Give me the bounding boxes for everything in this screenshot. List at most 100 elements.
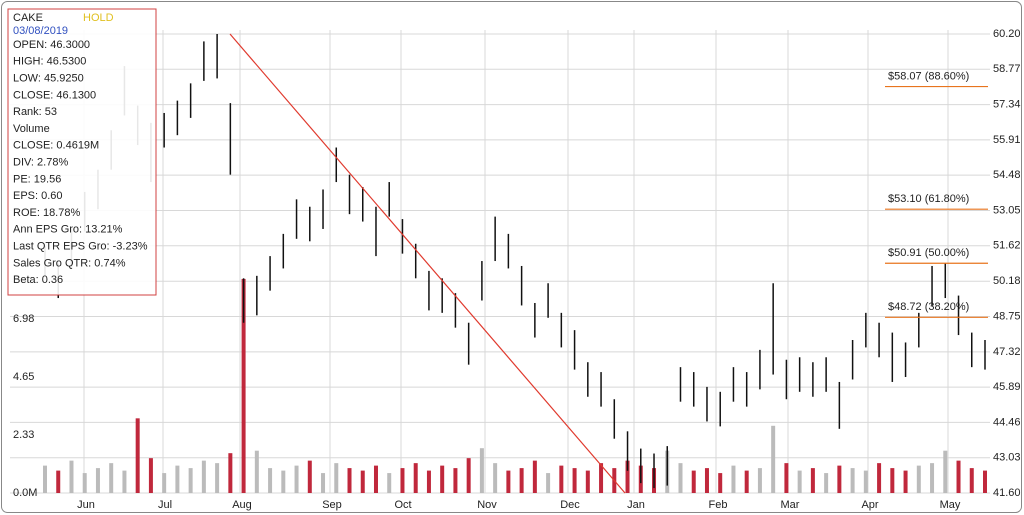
x-tick-label: Sep (322, 499, 342, 511)
y-tick-label: 58.77 (993, 63, 1021, 75)
x-tick-label: Mar (781, 499, 800, 511)
volume-bar (162, 473, 167, 493)
volume-bar (466, 458, 471, 493)
volume-bar (877, 463, 882, 493)
info-line: LOW: 45.9250 (13, 73, 84, 85)
volume-bar (294, 465, 299, 493)
fib-label: $58.07 (88.60%) (888, 70, 969, 82)
volume-bar (228, 453, 233, 493)
volume-bar (718, 473, 723, 493)
volume-bar (943, 450, 948, 493)
y-tick-label: 60.20 (993, 28, 1021, 40)
info-line: Ann EPS Gro: 13.21% (13, 224, 123, 236)
volume-bar (413, 463, 418, 493)
info-line: PE: 19.56 (13, 173, 61, 185)
rating: HOLD (83, 12, 114, 24)
y-tick-label: 53.05 (993, 204, 1021, 216)
volume-tick-label: 0.0M (13, 487, 37, 499)
x-tick-label: Dec (560, 499, 580, 511)
info-box: CAKE HOLD 03/08/2019 OPEN: 46.3000 HIGH: … (7, 8, 157, 296)
volume-bar (188, 468, 193, 493)
volume-bar (572, 468, 577, 493)
volume-bar (56, 470, 61, 493)
volume-bar (824, 473, 829, 493)
volume-bar (731, 465, 736, 493)
volume-bar (347, 468, 352, 493)
date: 03/08/2019 (13, 25, 68, 37)
volume-bar (930, 463, 935, 493)
volume-bar (784, 463, 789, 493)
info-line: Sales Gro QTR: 0.74% (13, 257, 126, 269)
volume-bar (109, 463, 114, 493)
fib-label: $50.91 (50.00%) (888, 247, 969, 259)
volume-bar (360, 470, 365, 493)
volume-bar (241, 278, 246, 493)
x-tick-label: Jan (627, 499, 645, 511)
x-tick-label: Jul (158, 499, 172, 511)
overlays: $58.07 (88.60%) $53.10 (61.80%) $50.91 (50… (229, 33, 988, 494)
volume-bar (268, 468, 273, 493)
volume-bar (625, 460, 630, 493)
x-tick-label: Apr (861, 499, 878, 511)
volume-bar (559, 465, 564, 493)
volume-tick-label: 2.33 (13, 429, 34, 441)
volume-bar (373, 465, 378, 493)
info-line: CLOSE: 46.1300 (13, 89, 96, 101)
info-line: Rank: 53 (13, 106, 57, 118)
y-tick-label: 51.62 (993, 240, 1021, 252)
ticker: CAKE (13, 12, 43, 24)
volume-bar (599, 463, 604, 493)
volume-bar (69, 460, 74, 493)
y-tick-label: 41.60 (993, 487, 1021, 499)
volume-bar (956, 460, 961, 493)
info-line: DIV: 2.78% (13, 157, 68, 169)
volume-bar (254, 450, 259, 493)
volume-bar (426, 470, 431, 493)
x-tick-label: Aug (232, 499, 252, 511)
volume-bar (585, 470, 590, 493)
volume-bar (850, 468, 855, 493)
x-tick-label: Oct (394, 499, 411, 511)
volume-bar (215, 463, 220, 493)
volume-bar (757, 468, 762, 493)
y-tick-label: 55.91 (993, 134, 1021, 146)
y-tick-label: 50.18 (993, 275, 1021, 287)
volume-bar (691, 470, 696, 493)
x-tick-label: Nov (477, 499, 497, 511)
volume-bar (771, 425, 776, 493)
volume-bar (744, 470, 749, 493)
volume-bar (519, 468, 524, 493)
volume-bar (969, 468, 974, 493)
volume-bar (678, 463, 683, 493)
volume-bar (479, 448, 484, 493)
volume-bar (837, 465, 842, 493)
volume-bar (532, 460, 537, 493)
volume-bar (440, 465, 445, 493)
y-tick-label: 48.75 (993, 310, 1021, 322)
fib-label: $48.72 (38.20%) (888, 301, 969, 313)
volume-bar (546, 473, 551, 493)
volume-bar (797, 470, 802, 493)
volume-bar (307, 460, 312, 493)
info-line: Beta: 0.36 (13, 274, 63, 286)
volume-bar (890, 468, 895, 493)
volume-tick-label: 4.65 (13, 371, 34, 383)
info-line: HIGH: 46.5300 (13, 56, 86, 68)
x-tick-label: May (940, 499, 961, 511)
volume-bar (983, 470, 987, 493)
volume-bar (334, 463, 339, 493)
volume-bar (704, 468, 709, 493)
trend-line (229, 33, 626, 494)
y-tick-label: 43.03 (993, 452, 1021, 464)
volume-bar (43, 465, 47, 493)
info-line: OPEN: 46.3000 (13, 39, 90, 51)
y-tick-label: 54.48 (993, 169, 1021, 181)
volume-bar (281, 470, 286, 493)
info-line: CLOSE: 0.4619M (13, 140, 99, 152)
volume-bar (175, 465, 180, 493)
x-tick-label: Jun (77, 499, 95, 511)
y-tick-label: 47.32 (993, 346, 1021, 358)
y-tick-label: 44.46 (993, 416, 1021, 428)
volume-bar (903, 470, 908, 493)
